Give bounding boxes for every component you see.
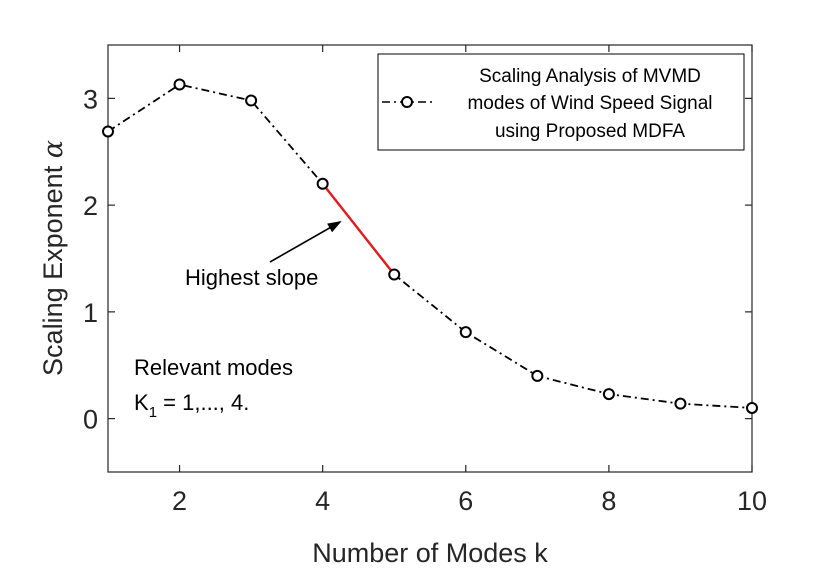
data-point [674, 397, 687, 410]
svg-text:Scaling Exponent α: Scaling Exponent α [38, 140, 69, 376]
y-axis-title-text: Scaling Exponent [38, 165, 68, 376]
legend-box [377, 53, 745, 151]
data-point [531, 369, 544, 382]
highest-slope-label: Highest slope [185, 265, 318, 290]
data-point [602, 388, 615, 401]
legend-marker-sample [401, 96, 413, 108]
x-tick-label: 6 [458, 486, 473, 516]
data-point [746, 401, 758, 414]
plot-area-frame [107, 44, 753, 473]
data-point [245, 94, 258, 107]
axes: 2 4 6 8 10 0 1 2 3 [83, 45, 767, 516]
x-tick-label: 8 [601, 486, 616, 516]
series-layer [102, 78, 758, 414]
x-axis-title: Number of Modes k [312, 538, 548, 568]
relevant-modes-k: K [134, 390, 149, 415]
x-tick-label: 4 [315, 486, 330, 516]
data-point [388, 268, 401, 281]
data-point [316, 177, 329, 190]
y-tick-label: 0 [83, 405, 98, 435]
relevant-modes-range-text: = 1,..., 4. [157, 390, 249, 415]
data-point [459, 326, 472, 339]
relevant-modes-label: Relevant modes [134, 355, 293, 380]
data-point [173, 78, 186, 91]
legend-text-line-3: using Proposed MDFA [495, 121, 685, 142]
y-tick-label: 1 [83, 298, 98, 328]
y-tick-label: 3 [83, 84, 98, 114]
legend: Scaling Analysis of MVMD modes of Wind S… [377, 53, 745, 151]
y-axis-title: Scaling Exponent α [38, 140, 69, 376]
series-line [107, 83, 753, 409]
y-axis-title-symbol: α [38, 140, 69, 158]
data-point [102, 125, 114, 138]
highest-slope-arrow [269, 221, 342, 263]
x-tick-label: 2 [172, 486, 187, 516]
y-tick-label: 2 [83, 191, 98, 221]
x-tick-label: 10 [737, 486, 767, 516]
legend-text-line-1: Scaling Analysis of MVMD [479, 66, 701, 87]
highest-slope-segment [321, 183, 396, 276]
legend-text-line-2: modes of Wind Speed Signal [467, 93, 712, 114]
relevant-modes-k-subscript: 1 [149, 404, 157, 421]
relevant-modes-range: K1 = 1,..., 4. [134, 390, 249, 421]
